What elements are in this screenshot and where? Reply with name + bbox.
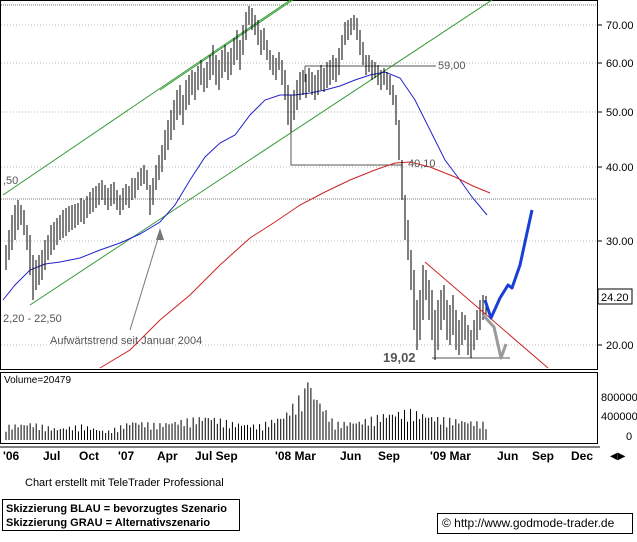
scenario-blue xyxy=(483,209,534,320)
annotation-range: 2,20 - 22,50 xyxy=(3,313,62,325)
stock-chart: 59,00 40,10 19,02 ,50 2,20 - 22,50 Aufwä… xyxy=(0,0,637,463)
price-tick-70: 70.00 xyxy=(606,20,634,32)
x-label-08-mar: '08 Mar xyxy=(275,449,316,463)
scenario-grey xyxy=(481,313,508,360)
price-tick-50: 50.00 xyxy=(606,107,634,119)
volume-tick-800000: 800000 xyxy=(601,392,637,404)
downtrend-line xyxy=(424,261,549,369)
trend-channel-upper-ext xyxy=(159,0,294,91)
last-price-box xyxy=(597,288,633,305)
horizontal-gridlines xyxy=(1,24,597,346)
x-label-sep: Sep xyxy=(378,449,400,463)
volume-bars xyxy=(5,382,487,440)
legend-line-grey: Skizzierung GRAU = Alternativszenario xyxy=(6,517,211,529)
price-tick-20: 20.00 xyxy=(606,340,634,352)
x-label-jul: Jul xyxy=(43,449,60,463)
x-label-sep-09: Sep xyxy=(532,449,554,463)
trend-arrow-head xyxy=(156,228,164,240)
last-price-label: 24.20 xyxy=(601,292,629,304)
price-axis: 70.00 60.00 50.00 40.00 30.00 20.00 xyxy=(606,20,634,352)
x-label-jun-09: Jun xyxy=(497,449,518,463)
x-label-dec: Dec xyxy=(571,449,593,463)
x-label-apr: Apr xyxy=(157,449,178,463)
volume-axis: 800000 400000 0 xyxy=(601,392,637,443)
x-label-06: '06 xyxy=(3,449,20,463)
scroll-arrows-icon[interactable]: ◀▶ xyxy=(610,451,626,462)
annotation-5900: 59,00 xyxy=(438,60,466,72)
price-candles xyxy=(5,6,487,360)
x-label-jun: Jun xyxy=(340,449,361,463)
x-axis: '06 Jul Oct '07 Apr Jul Sep '08 Mar Jun … xyxy=(3,449,593,463)
legend-line-blue: Skizzierung BLAU = bevorzugtes Szenario xyxy=(6,503,227,515)
x-label-jul-sep: Jul Sep xyxy=(195,449,238,463)
moving-average-short xyxy=(2,71,488,301)
scenario-legend: Skizzierung BLAU = bevorzugtes Szenario … xyxy=(2,499,240,531)
source-link[interactable]: © http://www.godmode-trader.de xyxy=(437,513,633,534)
x-label-07: '07 xyxy=(118,449,135,463)
annotation-1902: 19,02 xyxy=(383,350,416,365)
annotation-4010: 40,10 xyxy=(408,158,436,170)
volume-label: Volume=20479 xyxy=(4,375,71,386)
moving-average-long xyxy=(99,161,491,369)
trend-channel-lower xyxy=(29,0,493,306)
annotation-level-left: ,50 xyxy=(3,175,18,187)
volume-tick-0: 0 xyxy=(626,431,632,443)
level-4010-line xyxy=(290,122,402,166)
trend-arrow-shaft xyxy=(129,231,161,331)
chart-credit: Chart erstellt mit TeleTrader Profession… xyxy=(25,477,224,489)
x-label-oct: Oct xyxy=(79,449,99,463)
price-tick-60: 60.00 xyxy=(606,58,634,70)
price-axis-ticks xyxy=(597,24,602,346)
price-tick-40: 40.00 xyxy=(606,162,634,174)
x-label-09-mar: '09 Mar xyxy=(430,449,471,463)
volume-tick-400000: 400000 xyxy=(601,411,637,423)
price-panel xyxy=(0,0,598,370)
price-tick-30: 30.00 xyxy=(606,236,634,248)
annotation-trend: Aufwärtstrend seit Januar 2004 xyxy=(50,335,202,347)
